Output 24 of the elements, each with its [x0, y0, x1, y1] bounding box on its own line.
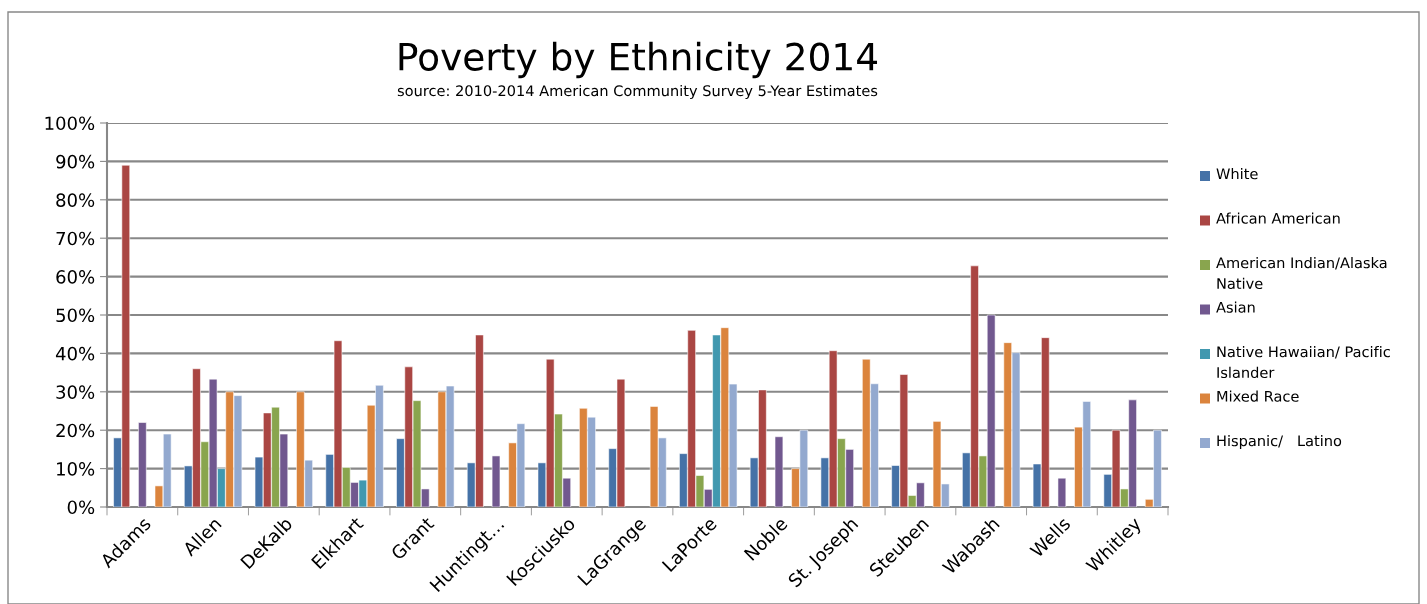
bar	[138, 422, 147, 507]
y-tick-label: 30%	[56, 385, 95, 399]
legend-label: White	[1216, 168, 1258, 180]
y-tick-label: 50%	[56, 308, 95, 323]
chart-subtitle: source: 2010-2014 American Community Survey 5-Year Estimates	[397, 84, 878, 100]
legend-label: Mixed Race	[1217, 390, 1299, 402]
bar	[491, 455, 501, 507]
legend-label: Asian	[1216, 301, 1255, 313]
y-tick-label: 80%	[56, 193, 95, 207]
y-tick-label: 0%	[67, 500, 95, 515]
y-tick-label: 70%	[56, 231, 95, 246]
y-tick-label: 90%	[56, 154, 95, 169]
y-tick-label: 40%	[55, 346, 95, 361]
y-tick-label: 20%	[56, 423, 95, 438]
legend-label: African American	[1216, 212, 1340, 224]
legend-label: Hispanic/ Latino	[1217, 435, 1342, 450]
y-tick-label: 10%	[57, 462, 95, 476]
legend-label: Native Hawaiian/ Pacific Islander	[1217, 346, 1390, 379]
y-tick-label: 100%	[45, 116, 95, 131]
chart-title: Poverty by Ethnicity 2014	[399, 41, 878, 79]
legend-label: American Indian/Alaska Native	[1216, 257, 1387, 290]
bar	[774, 436, 784, 507]
bar	[1057, 477, 1067, 507]
y-tick-label: 60%	[56, 270, 95, 284]
